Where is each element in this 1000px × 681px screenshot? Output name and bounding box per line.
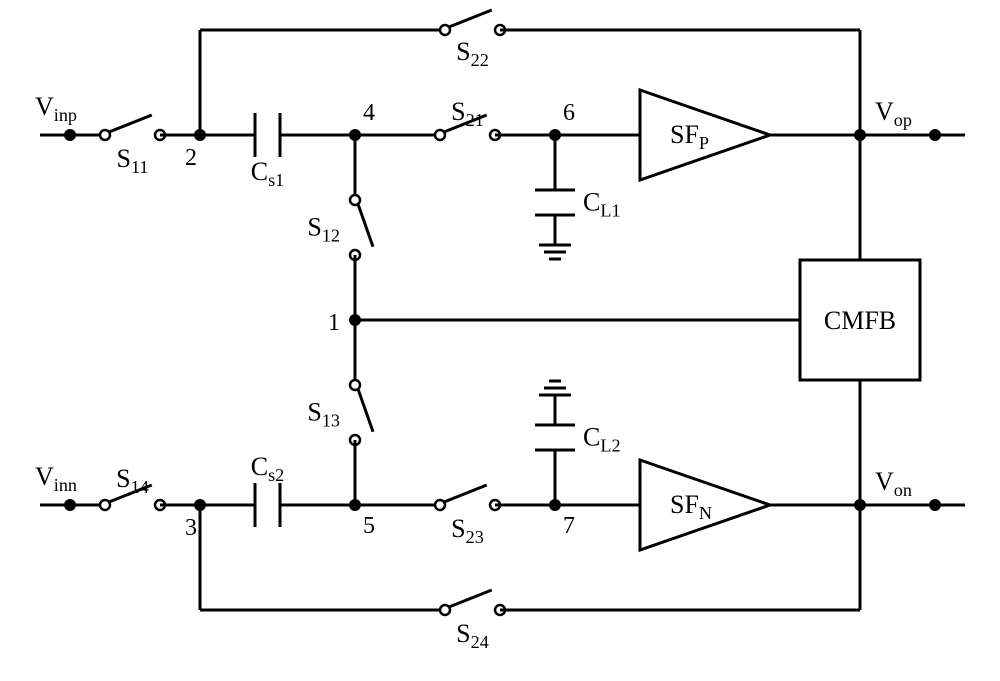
label-node2: 2: [185, 145, 197, 171]
label-node5: 5: [363, 513, 375, 539]
label-S21: S21: [451, 97, 484, 130]
label-Cs2: Cs2: [251, 452, 285, 485]
label-S23: S23: [451, 514, 484, 547]
label-Vinn: Vinn: [35, 462, 77, 495]
label-node7: 7: [563, 513, 575, 539]
label-node1: 1: [328, 310, 340, 336]
label-SFP: SFP: [670, 120, 709, 153]
terminal-dot: [435, 130, 445, 140]
label-CL2: CL2: [583, 423, 621, 456]
terminal-dot: [350, 380, 360, 390]
label-S14: S14: [116, 464, 149, 497]
label-S12: S12: [307, 213, 340, 246]
terminal-dot: [100, 500, 110, 510]
label-node6: 6: [563, 100, 575, 126]
schematic-svg: S22 Vinp S11 2 Cs1 4 S21 6 SFP Vop CL1 S12 S13 1 CMFB C…: [0, 0, 1000, 681]
label-node3: 3: [185, 515, 197, 541]
switch-S11-lever: [109, 115, 152, 132]
terminal-dot: [440, 605, 450, 615]
label-Vop: Vop: [875, 97, 912, 130]
label-node4: 4: [363, 100, 375, 126]
switch-S12-lever: [358, 204, 373, 247]
terminal-dot: [435, 500, 445, 510]
label-Vinp: Vinp: [35, 92, 77, 125]
label-Von: Von: [875, 467, 912, 500]
label-CL1: CL1: [583, 188, 621, 221]
terminal-dot: [350, 195, 360, 205]
switch-S13-lever: [358, 389, 373, 432]
label-S22: S22: [456, 37, 489, 70]
switch-S22-lever: [449, 10, 492, 27]
terminal-dot: [100, 130, 110, 140]
terminal-dot: [440, 25, 450, 35]
label-CMFB: CMFB: [824, 306, 896, 335]
switch-S23-lever: [444, 485, 487, 502]
label-Cs1: Cs1: [251, 157, 285, 190]
switch-S24-lever: [449, 590, 492, 607]
label-SFN: SFN: [670, 490, 712, 523]
label-S13: S13: [307, 398, 340, 431]
label-S11: S11: [117, 144, 149, 177]
label-S24: S24: [456, 619, 489, 652]
